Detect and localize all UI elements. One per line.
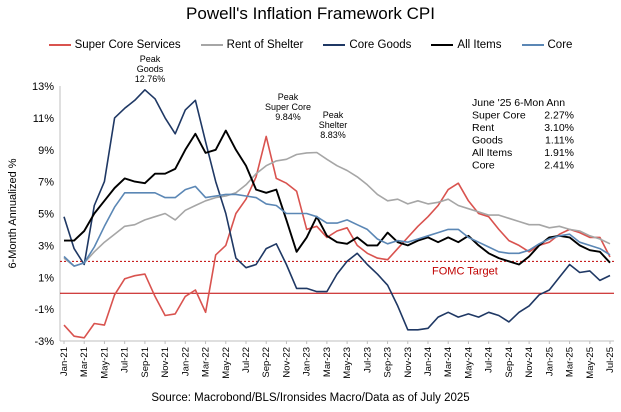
- x-tick-label: Nov-21: [160, 347, 171, 378]
- annotation-line: 12.76%: [135, 74, 166, 84]
- annotation-line: Shelter: [319, 120, 348, 130]
- annotation-line: Goods: [137, 64, 164, 74]
- x-tick-label: Jul-23: [362, 347, 373, 373]
- annotation-line: 8.83%: [320, 130, 346, 140]
- x-tick-label: Mar-24: [443, 347, 454, 377]
- annotation-line: 9.84%: [275, 112, 301, 122]
- legend-label: Core Goods: [349, 39, 412, 51]
- peak-annotation: Peak Goods 12.76%: [135, 54, 166, 84]
- series-line-core-goods: [63, 89, 611, 331]
- summary-row-value: 2.27%: [544, 110, 574, 122]
- legend-item-2: Core Goods: [323, 36, 411, 54]
- summary-row-label: All Items: [472, 147, 512, 159]
- legend-swatch: [323, 44, 346, 46]
- y-tick-label: 7%: [38, 177, 54, 189]
- x-tick-label: Nov-23: [403, 347, 414, 378]
- y-tick-label: 11%: [33, 113, 54, 125]
- x-tick-label: Nov-22: [281, 347, 292, 378]
- legend-label: Super Core Services: [74, 39, 181, 51]
- y-tick-label: 13%: [32, 81, 54, 93]
- legend: Super Core Services Rent of Shelter Core G…: [0, 36, 621, 54]
- x-tick-label: Sep-23: [383, 347, 394, 378]
- x-tick-label: Nov-24: [524, 347, 535, 378]
- x-tick-label: Jan-25: [544, 347, 555, 376]
- x-tick-label: Mar-21: [79, 347, 90, 377]
- summary-row-label: Super Core: [472, 110, 526, 122]
- x-tick-label: May-21: [99, 347, 110, 379]
- x-tick-label: Sep-21: [140, 347, 151, 378]
- legend-swatch: [200, 44, 223, 46]
- x-tick-label: Jan-22: [180, 347, 191, 376]
- x-tick-label: Jul-24: [484, 347, 495, 373]
- legend-swatch: [431, 44, 454, 46]
- legend-swatch: [48, 44, 71, 46]
- summary-row-value: 1.91%: [544, 147, 574, 159]
- x-tick-label: Sep-22: [261, 347, 272, 378]
- x-tick-label: Jul-22: [241, 347, 252, 373]
- annotation-line: Peak: [278, 92, 299, 102]
- source-note: Source: Macrobond/BLS/Ironsides Macro/Da…: [151, 392, 470, 404]
- series-line-super-core-services: [63, 135, 611, 339]
- legend-swatch: [521, 44, 544, 46]
- annotation-line: Peak: [323, 110, 344, 120]
- y-tick-label: -1%: [34, 304, 54, 316]
- peak-annotation: Peak Shelter 8.83%: [319, 110, 348, 140]
- x-tick-label: May-25: [585, 347, 596, 379]
- x-tick-label: Sep-24: [504, 347, 515, 378]
- annotation-line: Super Core: [265, 102, 311, 112]
- y-tick-label: 3%: [38, 240, 54, 252]
- y-tick-label: 1%: [38, 272, 54, 284]
- summary-row-value: 2.41%: [544, 160, 574, 172]
- chart-title: Powell's Inflation Framework CPI: [186, 4, 435, 23]
- y-tick-label: -3%: [34, 336, 54, 348]
- x-tick-label: May-22: [221, 347, 232, 379]
- series-line-core: [63, 185, 611, 267]
- legend-item-3: All Items: [431, 36, 502, 54]
- x-tick-label: May-23: [342, 347, 353, 379]
- annotation-line: Peak: [140, 54, 161, 64]
- x-tick-label: Jan-23: [302, 347, 313, 376]
- x-tick-label: Jul-21: [120, 347, 131, 373]
- legend-item-4: Core: [521, 36, 573, 54]
- series-line-all-items: [64, 129, 611, 266]
- x-tick-label: Jul-25: [605, 347, 616, 373]
- x-tick-label: Mar-23: [322, 347, 333, 377]
- summary-header: June '25 6-Mon Ann: [472, 97, 565, 109]
- x-tick-label: Mar-25: [565, 347, 576, 377]
- x-tick-label: May-24: [463, 347, 474, 379]
- fomc-target-label: FOMC Target: [432, 265, 498, 277]
- legend-label: Core: [547, 39, 573, 51]
- x-tick-label: Mar-22: [201, 347, 212, 377]
- x-tick-label: Jan-24: [423, 347, 434, 376]
- legend-item-0: Super Core Services: [48, 36, 181, 54]
- x-tick-label: Jan-21: [59, 347, 70, 376]
- series-line-rent-of-shelter: [63, 151, 611, 267]
- summary-row-label: Goods: [472, 135, 503, 147]
- legend-label: Rent of Shelter: [226, 39, 304, 51]
- summary-row-value: 3.10%: [544, 122, 574, 134]
- summary-row-label: Core: [472, 160, 495, 172]
- y-tick-label: 5%: [38, 209, 54, 221]
- y-tick-label: 9%: [38, 145, 54, 157]
- peak-annotation: Peak Super Core 9.84%: [265, 92, 311, 122]
- y-axis-title: 6-Month Annualized %: [7, 158, 19, 268]
- legend-label: All Items: [457, 39, 502, 51]
- summary-row-value: 1.11%: [545, 135, 574, 147]
- legend-item-1: Rent of Shelter: [200, 36, 304, 54]
- summary-row-label: Rent: [472, 122, 494, 134]
